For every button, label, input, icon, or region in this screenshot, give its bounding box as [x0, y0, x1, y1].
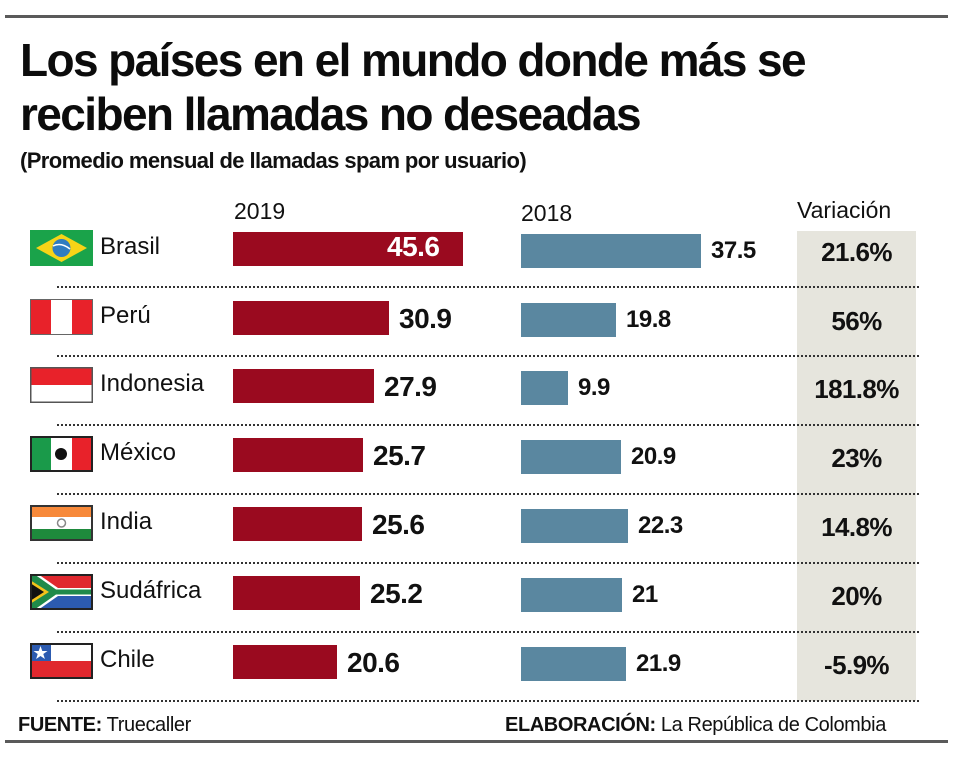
- variation-value: 181.8%: [814, 374, 899, 404]
- bar-2019: [233, 645, 337, 679]
- chart-row: Chile 20.6 21.9 -5.9%: [0, 641, 980, 711]
- bar-2019: [233, 438, 363, 472]
- bar-2018: [521, 303, 616, 337]
- country-label: Brasil: [100, 233, 161, 260]
- column-header-2019: 2019: [234, 198, 286, 224]
- indonesia-flag-icon: [30, 367, 93, 403]
- variation-value: 20%: [831, 581, 882, 611]
- peru-flag-icon: [30, 299, 93, 335]
- source-note: FUENTE: Truecaller: [18, 714, 191, 737]
- bar-2018-value-label: 21.9: [636, 650, 681, 677]
- country-label: India: [100, 508, 153, 535]
- country-label: Indonesia: [100, 370, 205, 397]
- bar-2019: [233, 507, 362, 541]
- variation-value: 56%: [831, 306, 882, 336]
- bar-2019-value-label: 25.7: [373, 440, 426, 471]
- credit-note: ELABORACIÓN: La República de Colombia: [505, 714, 886, 737]
- bar-2019-value-label: 45.6: [387, 231, 440, 262]
- bottom-rule: [5, 740, 948, 743]
- credit-value: La República de Colombia: [660, 714, 886, 736]
- bar-2018-value-label: 20.9: [631, 443, 676, 470]
- bar-2018: [521, 234, 701, 268]
- bar-2019-value-label: 27.9: [384, 371, 437, 402]
- chart-row: Perú 30.9 19.8 56%: [0, 297, 980, 367]
- mexico-flag-icon: [30, 436, 93, 472]
- country-label: Perú: [100, 302, 151, 329]
- chart-row: Sudáfrica 25.2 21 20%: [0, 572, 980, 642]
- row-separator: [57, 286, 919, 288]
- country-label: México: [100, 439, 177, 466]
- chart-subtitle: (Promedio mensual de llamadas spam por u…: [20, 148, 527, 173]
- bar-2018-value-label: 21: [632, 581, 658, 608]
- bar-2019: [233, 301, 389, 335]
- india-flag-icon: [30, 505, 93, 541]
- bar-2019: [233, 576, 360, 610]
- chile-flag-icon: [30, 643, 93, 679]
- source-label: FUENTE:: [18, 714, 102, 736]
- row-separator: [57, 493, 919, 495]
- chart-row: Indonesia 27.9 9.9 181.8%: [0, 365, 980, 435]
- bar-2018-value-label: 22.3: [638, 512, 683, 539]
- row-separator: [57, 700, 919, 702]
- bar-2019: [233, 232, 463, 266]
- variation-value: 23%: [831, 443, 882, 473]
- row-separator: [57, 631, 919, 633]
- bar-2019-value-label: 25.6: [372, 509, 425, 540]
- top-rule: [5, 15, 948, 18]
- credit-label: ELABORACIÓN:: [505, 714, 656, 736]
- chart-row: India 25.6 22.3 14.8%: [0, 503, 980, 573]
- bar-2018-value-label: 19.8: [626, 306, 671, 333]
- bar-2018: [521, 647, 626, 681]
- variation-value: 21.6%: [821, 237, 892, 267]
- chart-row: Brasil 45.6 37.5 21.6%: [0, 228, 980, 298]
- bar-2018: [521, 578, 622, 612]
- column-header-variation: Variación: [797, 197, 892, 223]
- row-separator: [57, 424, 919, 426]
- column-header-2018: 2018: [521, 200, 573, 226]
- row-separator: [57, 562, 919, 564]
- bar-2019: [233, 369, 374, 403]
- variation-column-background: [797, 231, 916, 701]
- chart-row: México 25.7 20.9 23%: [0, 434, 980, 504]
- bar-2019-value-label: 20.6: [347, 647, 400, 678]
- bar-2018-value-label: 9.9: [578, 374, 610, 401]
- bar-2018: [521, 440, 621, 474]
- chart-title: Los países en el mundo donde más se reci…: [20, 34, 807, 140]
- source-value: Truecaller: [106, 714, 192, 736]
- row-separator: [57, 355, 919, 357]
- bar-2018: [521, 371, 568, 405]
- bar-2019-value-label: 25.2: [370, 578, 423, 609]
- bar-2018: [521, 509, 628, 543]
- bar-2019-value-label: 30.9: [399, 303, 452, 334]
- south-africa-flag-icon: [30, 574, 93, 610]
- country-label: Sudáfrica: [100, 577, 202, 604]
- variation-value: 14.8%: [821, 512, 892, 542]
- bar-2018-value-label: 37.5: [711, 237, 756, 264]
- country-label: Chile: [100, 646, 155, 673]
- variation-value: -5.9%: [824, 650, 890, 680]
- brazil-flag-icon: [30, 230, 93, 266]
